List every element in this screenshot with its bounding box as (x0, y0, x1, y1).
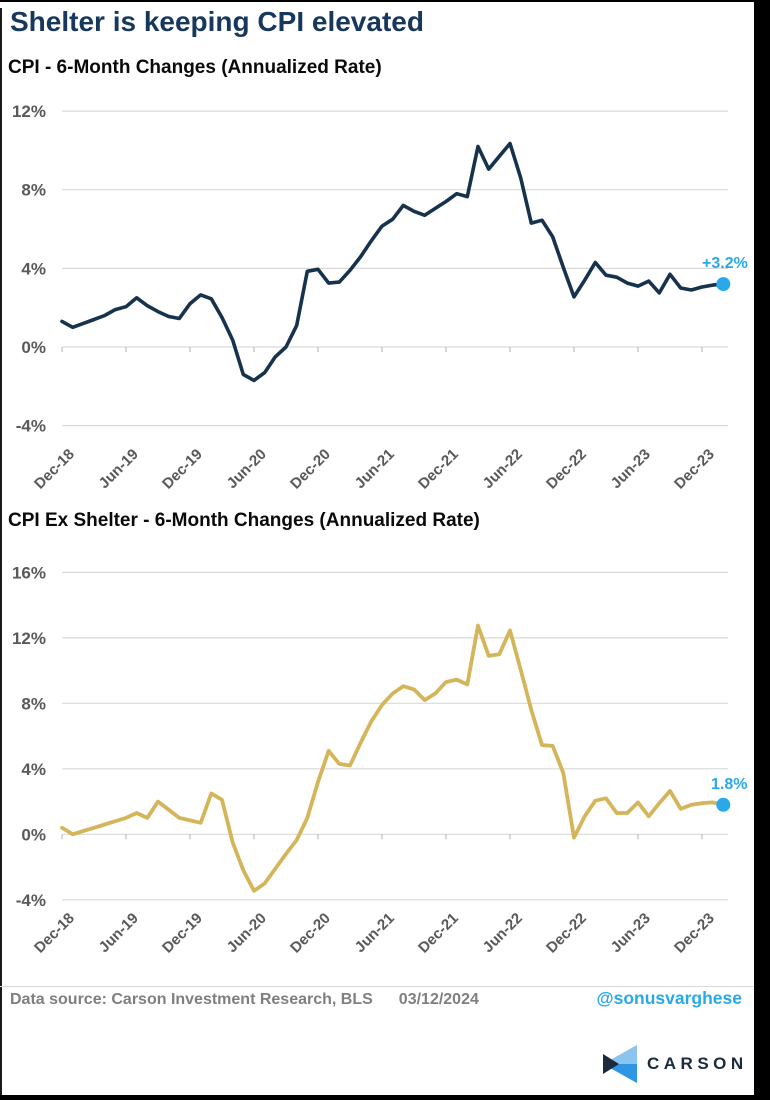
x-axis-label-Dec-19: Dec-19 (159, 446, 206, 493)
x-axis-label-Jun-19: Jun-19 (96, 910, 142, 956)
window-border-bottom (0, 1095, 770, 1100)
x-axis-label-Dec-21: Dec-21 (415, 446, 462, 493)
y-axis-label-4: 4% (21, 259, 46, 278)
y-axis-label-8: 8% (21, 694, 46, 713)
x-axis-label-Dec-21: Dec-21 (415, 910, 462, 957)
x-axis-label-Dec-23: Dec-23 (671, 910, 718, 957)
logo-triangle-blue (603, 1064, 637, 1083)
carson-logo-text: CARSON (647, 1054, 748, 1073)
cpi-ex-shelter-line (60, 623, 726, 893)
x-axis-label-Dec-22: Dec-22 (543, 446, 590, 493)
x-axis-label-Dec-20: Dec-20 (287, 910, 334, 957)
y-axis-label-0: 0% (21, 825, 46, 844)
x-axis-label-Jun-19: Jun-19 (96, 446, 142, 492)
x-axis-label-Dec-23: Dec-23 (671, 446, 718, 493)
footer-source-line: Data source: Carson Investment Research,… (10, 991, 479, 1009)
twitter-handle: @sonusvarghese (596, 988, 742, 1008)
window-border-right (754, 0, 770, 1100)
y-axis-label-16: 16% (12, 563, 46, 582)
logo-triangle-light (603, 1045, 637, 1064)
y-axis-label-12: 12% (12, 102, 46, 121)
x-axis-label-Dec-20: Dec-20 (287, 446, 334, 493)
cpi-latest-point-dot (716, 277, 731, 292)
y-axis-label-4: 4% (21, 760, 46, 779)
x-axis-label-Jun-23: Jun-23 (608, 446, 654, 492)
y-axis-label-8: 8% (21, 181, 46, 200)
carson-logo-icon (603, 1045, 637, 1083)
y-axis-label-0: 0% (21, 338, 46, 357)
cpi-ex-shelter-latest-point-dot (716, 797, 731, 812)
cpi-latest-value-label: +3.2% (702, 255, 748, 272)
x-axis-label-Jun-22: Jun-22 (480, 910, 526, 956)
carson-logo: CARSON (600, 1042, 750, 1086)
footer-date: 03/12/2024 (398, 991, 479, 1008)
logo-triangle-navy (603, 1054, 619, 1074)
x-axis-label-Jun-21: Jun-21 (352, 910, 398, 956)
x-axis-label-Dec-18: Dec-18 (31, 910, 78, 957)
chart-title-cpi-ex-shelter: CPI Ex Shelter - 6-Month Changes (Annual… (8, 510, 480, 531)
x-axis-label-Jun-20: Jun-20 (224, 446, 270, 492)
x-axis-label-Dec-18: Dec-18 (31, 446, 78, 493)
cpi-ex-shelter-latest-value-label: 1.8% (711, 776, 748, 793)
y-axis-label--4: -4% (16, 891, 46, 910)
x-axis-label-Dec-22: Dec-22 (543, 910, 590, 957)
chart-title-cpi: CPI - 6-Month Changes (Annualized Rate) (8, 57, 382, 78)
y-axis-label--4: -4% (16, 417, 46, 436)
footer-divider (0, 986, 754, 987)
x-axis-label-Jun-20: Jun-20 (224, 910, 270, 956)
x-axis-label-Jun-21: Jun-21 (352, 446, 398, 492)
x-axis-label-Jun-23: Jun-23 (608, 910, 654, 956)
page-title: Shelter is keeping CPI elevated (10, 6, 424, 37)
cpi-line-chart: 12% 8% 4% 0% -4% Dec-18 Jun-19 Dec-19 Jun-20 Dec-… (12, 102, 731, 493)
window-border-left (0, 8, 2, 1100)
data-source-text: Data source: Carson Investment Research,… (10, 991, 373, 1008)
window-border-top (0, 0, 755, 2)
x-axis-label-Jun-22: Jun-22 (480, 446, 526, 492)
cpi-line (60, 141, 726, 383)
cpi-ex-shelter-line-chart: 16% 12% 8% 4% 0% -4%Dec-18 Jun-19 Dec-19 Jun-20 D… (12, 563, 731, 957)
y-axis-label-12: 12% (12, 629, 46, 648)
x-axis-label-Dec-19: Dec-19 (159, 910, 206, 957)
